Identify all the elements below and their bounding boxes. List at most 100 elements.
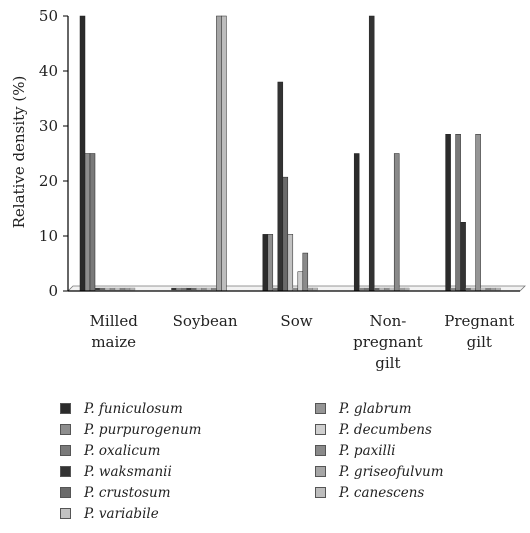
bar bbox=[307, 287, 313, 291]
bar bbox=[485, 287, 491, 291]
legend-item: P. waksmanii bbox=[60, 461, 315, 482]
bar bbox=[109, 287, 116, 291]
bar bbox=[287, 234, 294, 292]
bar bbox=[393, 153, 400, 292]
legend-label: P. decumbens bbox=[339, 421, 432, 438]
legend-label: P. crustosum bbox=[84, 484, 171, 501]
y-tick-label: 30 bbox=[39, 117, 58, 135]
legend-swatch bbox=[315, 424, 326, 435]
legend-swatch bbox=[60, 508, 71, 519]
bar bbox=[84, 153, 91, 292]
bar bbox=[196, 287, 202, 291]
bar bbox=[470, 287, 476, 291]
bar bbox=[181, 287, 187, 291]
bar bbox=[171, 287, 177, 291]
bar bbox=[89, 153, 96, 292]
bar bbox=[368, 15, 375, 292]
legend-label: P. oxalicum bbox=[84, 442, 161, 459]
x-category-label: Non-pregnant gilt bbox=[353, 312, 423, 372]
legend-swatch bbox=[60, 424, 71, 435]
bar bbox=[465, 287, 471, 291]
bar bbox=[312, 287, 318, 291]
legend-label: P. waksmanii bbox=[84, 463, 172, 480]
legend-item: P. crustosum bbox=[60, 482, 315, 503]
bar bbox=[124, 287, 131, 291]
legend-item: P. paxilli bbox=[315, 440, 500, 461]
bar bbox=[379, 287, 385, 291]
legend-swatch bbox=[60, 466, 71, 477]
bar bbox=[79, 15, 86, 292]
bar bbox=[353, 153, 360, 292]
legend-swatch bbox=[315, 445, 326, 456]
legend-item: P. variabile bbox=[60, 503, 315, 524]
legend-label: P. griseofulvum bbox=[339, 463, 444, 480]
bar bbox=[99, 287, 106, 291]
bar bbox=[114, 287, 121, 291]
legend-swatch bbox=[315, 466, 326, 477]
bar bbox=[495, 287, 501, 291]
legend-label: P. funiculosum bbox=[84, 400, 183, 417]
legend-item: P. purpurogenum bbox=[60, 419, 315, 440]
bar bbox=[475, 134, 481, 292]
bar bbox=[211, 287, 217, 291]
bar bbox=[216, 15, 222, 292]
bar bbox=[129, 287, 136, 291]
legend-label: P. canescens bbox=[339, 484, 425, 501]
legend-item: P. glabrum bbox=[315, 398, 500, 419]
legend-item: P. decumbens bbox=[315, 419, 500, 440]
y-tick-label: 20 bbox=[39, 172, 58, 190]
y-tick-labels: 0 10 20 30 40 50 bbox=[39, 7, 58, 300]
bar bbox=[277, 81, 284, 292]
x-category-label: Soybean bbox=[173, 312, 238, 330]
bar bbox=[364, 287, 370, 291]
bar bbox=[297, 271, 304, 292]
bar bbox=[206, 287, 212, 291]
legend-swatch bbox=[60, 403, 71, 414]
bar bbox=[302, 252, 309, 292]
bar bbox=[404, 287, 410, 291]
x-category-label: Sow bbox=[280, 312, 312, 330]
bar-chart: 0 10 20 30 40 50 Milled maize Soybean Sow Non-pre… bbox=[10, 7, 526, 372]
bar bbox=[292, 287, 298, 291]
legend-label: P. glabrum bbox=[339, 400, 412, 417]
x-category-label: Milled maize bbox=[90, 312, 139, 351]
bar bbox=[176, 287, 182, 291]
y-axis-label: Relative density (%) bbox=[10, 76, 28, 229]
legend-item: P. griseofulvum bbox=[315, 461, 500, 482]
bar bbox=[262, 234, 269, 292]
bar bbox=[282, 176, 289, 292]
bar bbox=[455, 134, 461, 292]
legend-label: P. variabile bbox=[84, 505, 159, 522]
legend-label: P. purpurogenum bbox=[84, 421, 202, 438]
bar bbox=[94, 287, 101, 291]
legend-swatch bbox=[315, 487, 326, 498]
legend-swatch bbox=[60, 487, 71, 498]
y-tick-label: 50 bbox=[39, 7, 58, 25]
legend-label: P. paxilli bbox=[339, 442, 396, 459]
bar bbox=[490, 287, 496, 291]
bar bbox=[480, 287, 486, 291]
bar bbox=[221, 15, 227, 292]
bar bbox=[104, 287, 111, 291]
bar bbox=[272, 287, 278, 291]
x-category-labels: Milled maize Soybean Sow Non-pregnant gilt Pre… bbox=[90, 312, 515, 372]
bar bbox=[191, 287, 197, 291]
bar bbox=[399, 287, 405, 291]
bar bbox=[389, 287, 395, 291]
bar bbox=[460, 222, 466, 292]
bar-group bbox=[79, 15, 501, 292]
legend: P. funiculosum P. purpurogenum P. oxalicum… bbox=[60, 398, 500, 528]
legend-item: P. oxalicum bbox=[60, 440, 315, 461]
x-category-label: Pregnant gilt bbox=[444, 312, 514, 351]
bar bbox=[359, 287, 365, 291]
bar bbox=[267, 234, 274, 292]
bar bbox=[450, 287, 456, 291]
legend-item: P. funiculosum bbox=[60, 398, 315, 419]
bar bbox=[445, 134, 451, 292]
legend-swatch bbox=[315, 403, 326, 414]
bar bbox=[186, 287, 192, 291]
bar bbox=[119, 287, 126, 291]
bar bbox=[374, 287, 380, 291]
bar bbox=[384, 287, 390, 291]
y-tick-label: 40 bbox=[39, 62, 58, 80]
